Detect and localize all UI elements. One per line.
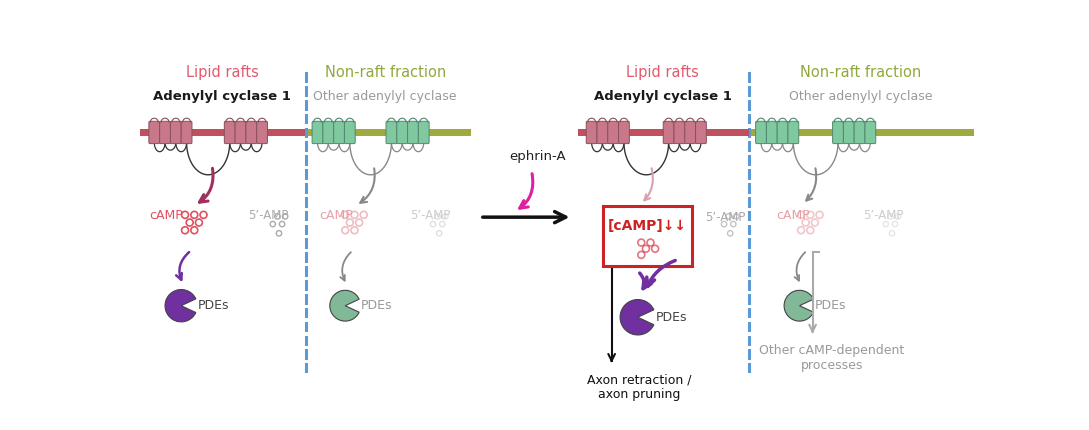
Text: PDEs: PDEs [197,299,229,312]
Bar [308,129,472,136]
FancyBboxPatch shape [313,121,322,144]
FancyBboxPatch shape [767,121,778,144]
FancyBboxPatch shape [246,121,257,144]
Text: cAMP: cAMP [776,209,810,222]
FancyBboxPatch shape [322,121,333,144]
FancyBboxPatch shape [603,206,692,266]
Text: Other cAMP-dependent
processes: Other cAMP-dependent processes [759,344,905,372]
Wedge shape [330,290,359,321]
FancyBboxPatch shape [756,121,767,144]
FancyBboxPatch shape [865,121,876,144]
Text: cAMP: cAMP [149,209,183,222]
FancyArrowPatch shape [645,168,653,200]
FancyBboxPatch shape [833,121,843,144]
Bar [140,129,305,136]
FancyArrowPatch shape [639,273,651,289]
Text: Lipid rafts: Lipid rafts [626,65,699,80]
Text: Non-raft fraction: Non-raft fraction [325,65,445,80]
Bar [751,129,975,136]
Text: 5’-AMP: 5’-AMP [862,209,903,222]
Text: Other adenylyl cyclase: Other adenylyl cyclase [314,90,457,103]
Text: PDEs: PDEs [360,299,392,312]
Wedge shape [166,289,196,322]
FancyBboxPatch shape [407,121,418,144]
Wedge shape [784,290,813,321]
FancyBboxPatch shape [235,121,246,144]
Text: Adenylyl cyclase 1: Adenylyl cyclase 1 [154,90,291,103]
FancyArrowPatch shape [199,168,213,202]
FancyBboxPatch shape [149,121,160,144]
FancyBboxPatch shape [663,121,674,144]
FancyBboxPatch shape [396,121,407,144]
Text: PDEs: PDEs [815,299,846,312]
Text: Lipid rafts: Lipid rafts [185,65,258,80]
Text: Adenylyl cyclase 1: Adenylyl cyclase 1 [594,90,732,103]
FancyBboxPatch shape [854,121,865,144]
FancyBboxPatch shape [696,121,707,144]
Bar [578,129,748,136]
Text: 5’-AMP: 5’-AMP [409,209,450,222]
FancyBboxPatch shape [778,121,788,144]
FancyBboxPatch shape [333,121,344,144]
FancyBboxPatch shape [597,121,608,144]
FancyBboxPatch shape [788,121,798,144]
FancyArrowPatch shape [176,252,189,280]
FancyArrowPatch shape [647,261,675,286]
Wedge shape [620,300,653,335]
FancyBboxPatch shape [170,121,181,144]
Text: Other adenylyl cyclase: Other adenylyl cyclase [790,90,933,103]
Text: ephrin-A: ephrin-A [510,150,566,163]
FancyBboxPatch shape [843,121,854,144]
FancyArrowPatch shape [806,168,817,200]
FancyBboxPatch shape [418,121,429,144]
FancyBboxPatch shape [224,121,235,144]
Text: [cAMP]↓↓: [cAMP]↓↓ [608,219,687,233]
FancyBboxPatch shape [181,121,192,144]
Text: Non-raft fraction: Non-raft fraction [800,65,921,80]
Text: PDEs: PDEs [656,311,687,324]
Text: Axon retraction /
axon pruning: Axon retraction / axon pruning [587,374,692,402]
FancyBboxPatch shape [685,121,696,144]
FancyArrowPatch shape [360,168,375,203]
Text: cAMP: cAMP [319,209,353,222]
FancyArrowPatch shape [519,174,533,208]
Text: 5’-AMP: 5’-AMP [248,209,289,222]
FancyBboxPatch shape [344,121,355,144]
FancyBboxPatch shape [674,121,685,144]
FancyArrowPatch shape [795,252,805,281]
FancyBboxPatch shape [619,121,629,144]
FancyBboxPatch shape [160,121,170,144]
FancyBboxPatch shape [386,121,396,144]
FancyArrowPatch shape [340,252,351,281]
Text: 5’-AMP: 5’-AMP [705,211,745,224]
FancyBboxPatch shape [608,121,619,144]
FancyBboxPatch shape [257,121,268,144]
FancyBboxPatch shape [586,121,597,144]
